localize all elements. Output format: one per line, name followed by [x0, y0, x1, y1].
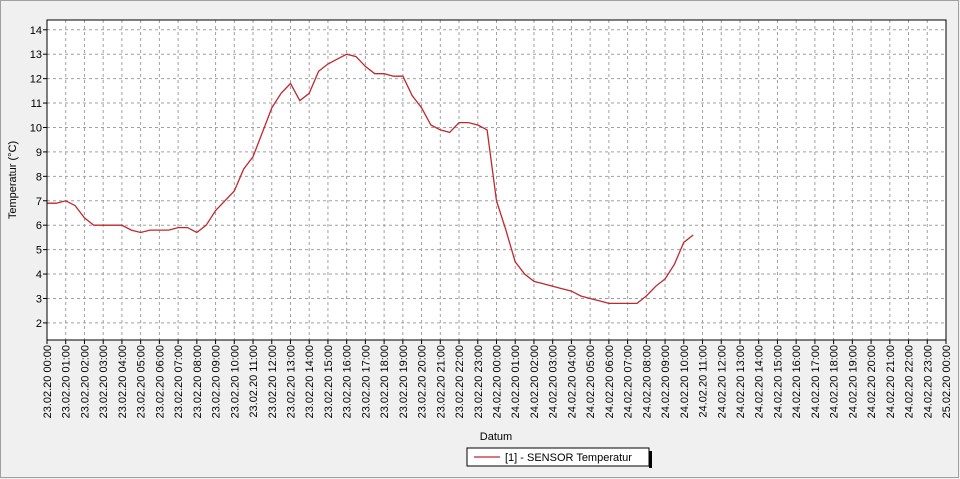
x-tick-label: 23.02.20 17:00 — [360, 345, 372, 418]
x-tick-label: 24.02.20 14:00 — [754, 345, 766, 418]
x-tick-label: 23.02.20 12:00 — [267, 345, 279, 418]
y-tick-label: 9 — [36, 147, 42, 159]
x-tick-label: 23.02.20 07:00 — [173, 345, 185, 418]
x-tick-label: 24.02.20 04:00 — [566, 345, 578, 418]
x-axis-label: Datum — [480, 431, 512, 443]
y-tick-label: 12 — [30, 74, 42, 86]
y-tick-label: 4 — [36, 269, 42, 281]
legend-shadow — [649, 451, 652, 468]
y-axis-label: Temperatur (°C) — [7, 141, 19, 219]
x-tick-label: 23.02.20 22:00 — [454, 345, 466, 418]
x-tick-label: 23.02.20 21:00 — [435, 345, 447, 418]
y-tick-label: 8 — [36, 171, 42, 183]
y-tick-label: 13 — [30, 49, 42, 61]
x-tick-label: 23.02.20 06:00 — [154, 345, 166, 418]
x-tick-label: 24.02.20 20:00 — [866, 345, 878, 418]
x-tick-label: 23.02.20 00:00 — [42, 345, 54, 418]
data-line — [47, 53, 694, 305]
x-tick-label: 24.02.20 03:00 — [548, 345, 560, 418]
x-tick-label: 23.02.20 05:00 — [136, 345, 148, 418]
x-tick-label: 23.02.20 19:00 — [398, 345, 410, 418]
y-tick-label: 14 — [30, 25, 42, 37]
x-tick-label: 23.02.20 23:00 — [473, 345, 485, 418]
y-tick-label: 3 — [36, 293, 42, 305]
x-tick-label: 23.02.20 10:00 — [229, 345, 241, 418]
x-tick-label: 23.02.20 04:00 — [117, 345, 129, 418]
x-tick-label: 23.02.20 02:00 — [79, 345, 91, 418]
y-tick-label: 2 — [36, 318, 42, 330]
x-tick-label: 23.02.20 11:00 — [248, 345, 260, 418]
y-tick-label: 11 — [31, 98, 42, 110]
x-tick-label: 23.02.20 13:00 — [285, 345, 297, 418]
x-tick-label: 24.02.20 19:00 — [847, 345, 859, 418]
x-tick-label: 23.02.20 01:00 — [61, 345, 73, 418]
x-tick-label: 24.02.20 00:00 — [492, 345, 504, 418]
x-tick-label: 24.02.20 18:00 — [829, 345, 841, 418]
x-tick-label: 24.02.20 11:00 — [698, 345, 710, 418]
x-tick-label: 24.02.20 22:00 — [904, 345, 916, 418]
x-tick-label: 24.02.20 02:00 — [529, 345, 541, 418]
x-tick-label: 24.02.20 07:00 — [623, 345, 635, 418]
x-tick-label: 23.02.20 08:00 — [192, 345, 204, 418]
y-tick-label: 7 — [36, 196, 42, 208]
x-tick-label: 23.02.20 09:00 — [211, 345, 223, 418]
y-tick-label: 10 — [30, 122, 42, 134]
x-tick-label: 24.02.20 08:00 — [641, 345, 653, 418]
y-tick-label: 5 — [36, 245, 42, 257]
x-tick-label: 24.02.20 05:00 — [585, 345, 597, 418]
x-tick-label: 23.02.20 14:00 — [304, 345, 316, 418]
x-tick-label: 24.02.20 12:00 — [716, 345, 728, 418]
x-tick-label: 23.02.20 15:00 — [323, 345, 335, 418]
x-tick-label: 23.02.20 03:00 — [98, 345, 110, 418]
x-tick-label: 23.02.20 20:00 — [417, 345, 429, 418]
plot-border — [46, 19, 947, 341]
x-tick-label: 25.02.20 00:00 — [941, 345, 953, 418]
x-tick-label: 24.02.20 17:00 — [810, 345, 822, 418]
x-tick-label: 24.02.20 16:00 — [791, 345, 803, 418]
x-tick-label: 24.02.20 10:00 — [679, 345, 691, 418]
x-tick-label: 24.02.20 23:00 — [922, 345, 934, 418]
x-tick-label: 23.02.20 18:00 — [379, 345, 391, 418]
x-tick-label: 24.02.20 01:00 — [510, 345, 522, 418]
x-tick-label: 24.02.20 13:00 — [735, 345, 747, 418]
x-tick-label: 23.02.20 16:00 — [342, 345, 354, 418]
legend-label: [1] - SENSOR Temperatur — [505, 452, 632, 464]
x-tick-label: 24.02.20 15:00 — [772, 345, 784, 418]
x-tick-label: 24.02.20 21:00 — [885, 345, 897, 418]
x-tick-label: 24.02.20 06:00 — [604, 345, 616, 418]
x-tick-label: 24.02.20 09:00 — [660, 345, 672, 418]
y-tick-label: 6 — [36, 220, 42, 232]
